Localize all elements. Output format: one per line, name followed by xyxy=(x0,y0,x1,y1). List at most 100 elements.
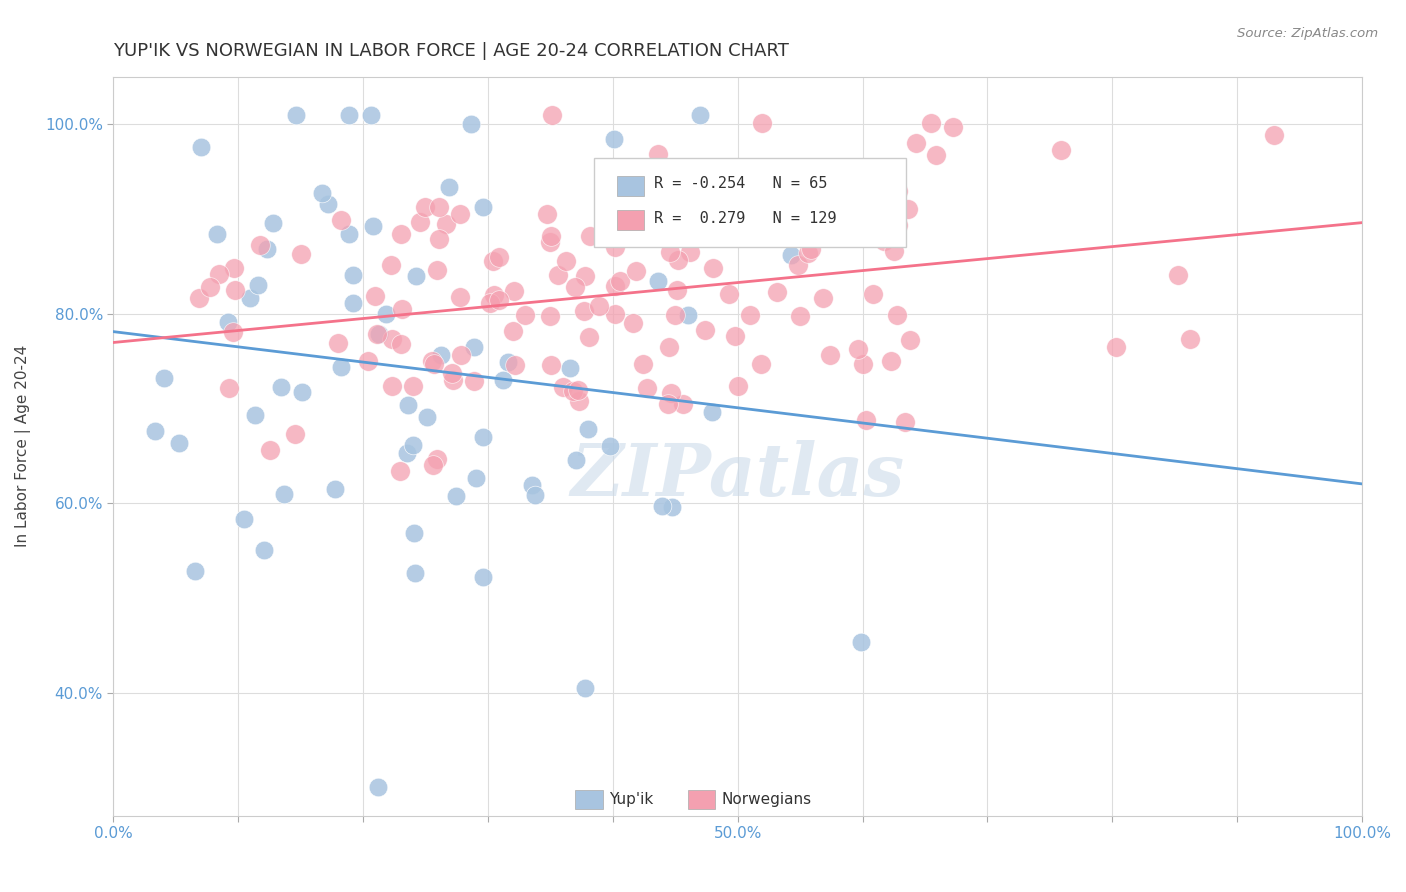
Point xyxy=(360,107,382,121)
Point xyxy=(427,200,450,214)
Point xyxy=(564,279,586,293)
Point xyxy=(316,197,339,211)
Point xyxy=(751,116,773,130)
Point xyxy=(367,780,389,795)
Point xyxy=(568,394,591,409)
Point xyxy=(408,215,430,229)
Point xyxy=(256,242,278,256)
Point xyxy=(273,487,295,501)
Point xyxy=(520,478,543,492)
Point xyxy=(904,136,927,150)
Point xyxy=(488,293,510,308)
Point xyxy=(727,379,749,393)
Point xyxy=(599,439,621,453)
Point xyxy=(723,329,745,343)
Point xyxy=(396,446,419,460)
Point xyxy=(342,296,364,310)
Point xyxy=(887,218,910,232)
Point xyxy=(311,186,333,200)
Point xyxy=(284,426,307,441)
Point xyxy=(647,274,669,288)
Point xyxy=(574,268,596,283)
Point xyxy=(702,405,724,419)
Point xyxy=(437,180,460,194)
Point xyxy=(689,107,711,121)
Point xyxy=(796,245,818,260)
Text: ZIPatlas: ZIPatlas xyxy=(571,441,904,511)
Point xyxy=(446,489,468,503)
Point xyxy=(208,267,231,281)
Point xyxy=(811,292,834,306)
Point xyxy=(329,359,352,374)
Point xyxy=(357,354,380,368)
Point xyxy=(389,227,412,241)
Point xyxy=(702,261,724,276)
Point xyxy=(886,308,908,322)
Point xyxy=(849,635,872,649)
Point xyxy=(153,370,176,384)
Point xyxy=(664,309,686,323)
Point xyxy=(224,284,246,298)
Point xyxy=(239,291,262,305)
Point xyxy=(391,302,413,317)
Point xyxy=(603,240,626,254)
Point xyxy=(578,330,600,344)
Point xyxy=(426,452,449,467)
Point xyxy=(380,258,402,272)
Point xyxy=(605,279,627,293)
Point xyxy=(672,397,695,411)
Point xyxy=(898,333,921,347)
Point xyxy=(367,327,389,342)
Point xyxy=(593,163,616,178)
Point xyxy=(623,316,645,330)
Point xyxy=(167,436,190,450)
Point xyxy=(291,385,314,400)
Point xyxy=(488,250,510,264)
Point xyxy=(429,347,451,361)
Point xyxy=(463,374,485,388)
Y-axis label: In Labor Force | Age 20-24: In Labor Force | Age 20-24 xyxy=(15,345,31,548)
Point xyxy=(184,564,207,578)
Point xyxy=(636,381,658,395)
Point xyxy=(270,380,292,394)
Point xyxy=(800,242,823,256)
Point xyxy=(603,307,626,321)
Point xyxy=(375,307,398,321)
Point xyxy=(290,247,312,261)
Point xyxy=(252,543,274,558)
Point xyxy=(538,310,561,324)
Text: R = -0.254   N = 65: R = -0.254 N = 65 xyxy=(654,177,827,191)
Text: Norwegians: Norwegians xyxy=(721,792,811,807)
Point xyxy=(558,360,581,375)
FancyBboxPatch shape xyxy=(688,790,716,808)
Point xyxy=(441,366,464,380)
Point xyxy=(503,359,526,373)
Point xyxy=(503,284,526,298)
Point xyxy=(780,247,803,261)
Point xyxy=(925,148,948,162)
Point xyxy=(482,253,505,268)
Point xyxy=(472,570,495,584)
Point xyxy=(404,566,426,580)
Point xyxy=(862,287,884,301)
Point xyxy=(541,107,564,121)
Point xyxy=(666,252,689,267)
Point xyxy=(572,304,595,318)
Point xyxy=(1167,268,1189,282)
Point xyxy=(574,681,596,695)
Point xyxy=(388,464,411,478)
Point xyxy=(524,488,547,502)
Point xyxy=(858,182,880,196)
Point xyxy=(1050,143,1073,157)
Text: Source: ZipAtlas.com: Source: ZipAtlas.com xyxy=(1237,27,1378,40)
Point xyxy=(249,237,271,252)
Point xyxy=(554,253,576,268)
Point xyxy=(259,442,281,457)
Point xyxy=(441,373,464,387)
Point xyxy=(855,413,877,427)
Point xyxy=(536,207,558,221)
Point xyxy=(718,286,741,301)
Point xyxy=(190,140,212,154)
Point xyxy=(773,187,796,202)
Point xyxy=(205,227,228,242)
